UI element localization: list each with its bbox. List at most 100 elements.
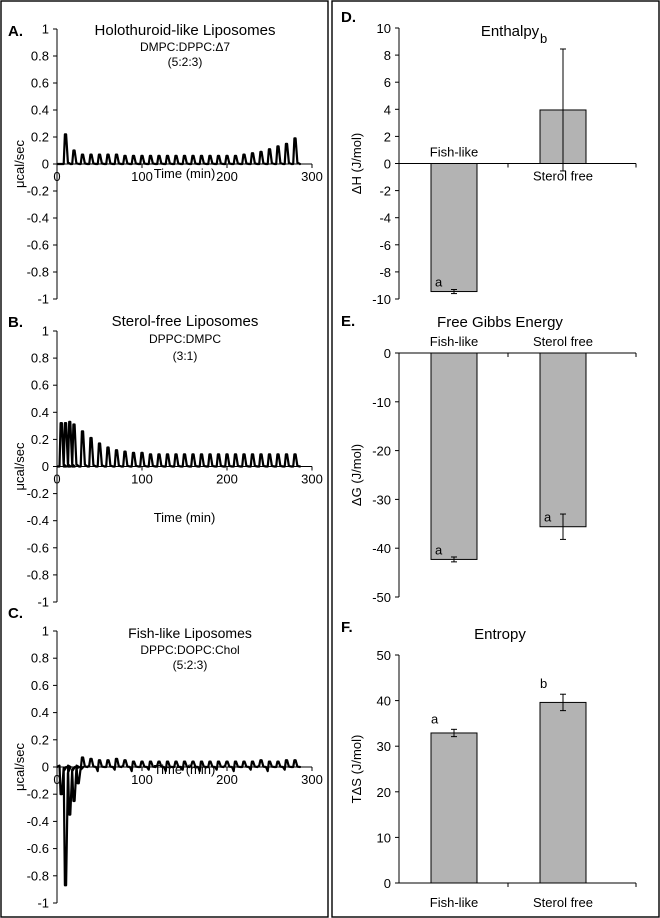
y-tick-label: 50 [377, 648, 391, 663]
x-tick-label: 100 [131, 472, 153, 487]
chart-ratio: (5:2:3) [173, 658, 208, 672]
y-tick-label: 30 [377, 739, 391, 754]
y-tick-label: 0 [42, 459, 49, 474]
plot-layer: 10.80.60.40.20-0.2-0.4-0.6-0.8-10 100 200 3… [12, 21, 637, 911]
x-tick-label: 200 [216, 169, 238, 184]
y-tick-label: 0.2 [31, 732, 49, 747]
chart-ratio: (3:1) [173, 349, 198, 363]
x-axis-label: Time (min) [154, 510, 216, 525]
y-tick-label: 0.8 [31, 651, 49, 666]
bar-plot-e: 0 -10 -20 -30 -40 -50 ΔG (J/mol) a Fish-like a Ste… [349, 334, 637, 605]
y-tick-label: 0.8 [31, 49, 49, 64]
panel-b: B. Sterol-free Liposomes DPPC:DMPC (3:1) [8, 313, 258, 363]
trace-line [57, 420, 302, 468]
bar-plot-d: 10 8 6 4 2 0 -2 -4 -6 -8 -10 ΔH (J/mol) a Fish-like b S… [349, 21, 637, 307]
y-axis-label: ΔG (J/mol) [349, 444, 364, 506]
y-tick-label: 0.6 [31, 678, 49, 693]
y-axis-label: ΔH (J/mol) [349, 133, 364, 194]
y-tick-label: -0.6 [27, 238, 49, 253]
y-tick-label: -0.2 [27, 184, 49, 199]
x-tick-label: 200 [216, 472, 238, 487]
y-tick-label: -30 [372, 492, 391, 507]
y-tick-label: -8 [379, 265, 391, 280]
bar [539, 701, 587, 884]
significance-letter: a [431, 711, 439, 726]
y-tick-label: 8 [384, 48, 391, 63]
panel-letter: E. [341, 313, 355, 330]
y-axis-label: TΔS (J/mol) [349, 735, 364, 804]
y-tick-label: 20 [377, 785, 391, 800]
trace-line [57, 133, 302, 166]
y-tick-label: 0 [384, 876, 391, 891]
chart-ratio: (5:2:3) [168, 55, 203, 69]
x-tick-label: 300 [301, 169, 323, 184]
y-tick-label: 0 [384, 157, 391, 172]
chart-title: Entropy [474, 626, 526, 643]
itc-plot-b: 1 0.8 0.6 0.4 0.2 0 -0.2 -0.4 -0.6 -0.8 -1 0 100 200 3… [12, 324, 323, 610]
y-tick-label: -50 [372, 590, 391, 605]
panel-a: A. Holothuroid-like Liposomes DMPC:DPPC:… [8, 22, 275, 69]
y-tick-label: 0.4 [31, 405, 49, 420]
category-label: Fish-like [430, 334, 478, 349]
y-tick-label: -0.4 [27, 814, 49, 829]
y-tick-label: 0.4 [31, 705, 49, 720]
y-tick-label: 0.8 [31, 351, 49, 366]
y-tick-label: -0.6 [27, 841, 49, 856]
left-panel-frame [0, 0, 329, 918]
panel-e: E. Free Gibbs Energy [341, 313, 563, 331]
chart-title: Holothuroid-like Liposomes [95, 22, 276, 39]
y-tick-label: -0.8 [27, 868, 49, 883]
panel-letter: C. [8, 605, 23, 622]
category-label: Fish-like [430, 145, 478, 160]
chart-title: Fish-like Liposomes [128, 625, 252, 641]
itc-plot-c: 1 0.8 0.6 0.4 0.2 0 -0.2 -0.4 -0.6 -0.8 -1 0 100 200 3… [12, 624, 323, 911]
chart-subtitle: DMPC:DPPC:Δ7 [140, 40, 230, 54]
y-tick-label: 0.6 [31, 76, 49, 91]
y-tick-label: -0.2 [27, 787, 49, 802]
y-tick-label: -0.8 [27, 567, 49, 582]
x-tick-label: 0 [53, 772, 60, 787]
y-tick-label: -10 [372, 395, 391, 410]
bar [430, 163, 478, 293]
y-tick-label: -10 [372, 292, 391, 307]
y-tick-label: 0 [42, 157, 49, 172]
x-tick-label: 200 [216, 772, 238, 787]
y-axis-label: μcal/sec [12, 442, 27, 490]
y-tick-label: -6 [379, 238, 391, 253]
y-tick-label: 0.6 [31, 378, 49, 393]
y-tick-label: -0.4 [27, 513, 49, 528]
y-tick-label: -1 [37, 896, 49, 911]
y-axis-label: μcal/sec [12, 140, 27, 188]
bar [430, 732, 478, 884]
y-tick-label: -1 [37, 595, 49, 610]
y-tick-label: -0.8 [27, 265, 49, 280]
category-label: Sterol free [533, 169, 593, 184]
y-tick-label: -0.6 [27, 540, 49, 555]
panel-c: C. Fish-like Liposomes DPPC:DOPC:Chol (5… [8, 605, 252, 672]
y-tick-label: -20 [372, 444, 391, 459]
y-tick-label: 1 [42, 624, 49, 639]
y-tick-label: 0.4 [31, 103, 49, 118]
significance-letter: b [540, 31, 547, 46]
y-tick-label: 1 [42, 22, 49, 37]
panel-letter: D. [341, 9, 356, 26]
bar [539, 352, 587, 528]
y-axis-label: μcal/sec [12, 743, 27, 791]
panel-letter: A. [8, 23, 23, 40]
panel-f: F. Entropy [341, 619, 526, 643]
y-tick-label: 6 [384, 75, 391, 90]
significance-letter: a [544, 510, 552, 525]
x-tick-label: 0 [53, 169, 60, 184]
y-tick-label: -40 [372, 541, 391, 556]
significance-letter: a [435, 275, 443, 290]
x-tick-label: 300 [301, 772, 323, 787]
panel-letter: F. [341, 619, 353, 636]
trace-line [56, 756, 302, 887]
chart-subtitle: DPPC:DOPC:Chol [140, 643, 239, 657]
y-tick-label: 40 [377, 694, 391, 709]
panel-letter: B. [8, 314, 23, 331]
x-tick-label: 300 [301, 472, 323, 487]
y-tick-label: 4 [384, 102, 391, 117]
category-label: Sterol free [533, 334, 593, 349]
